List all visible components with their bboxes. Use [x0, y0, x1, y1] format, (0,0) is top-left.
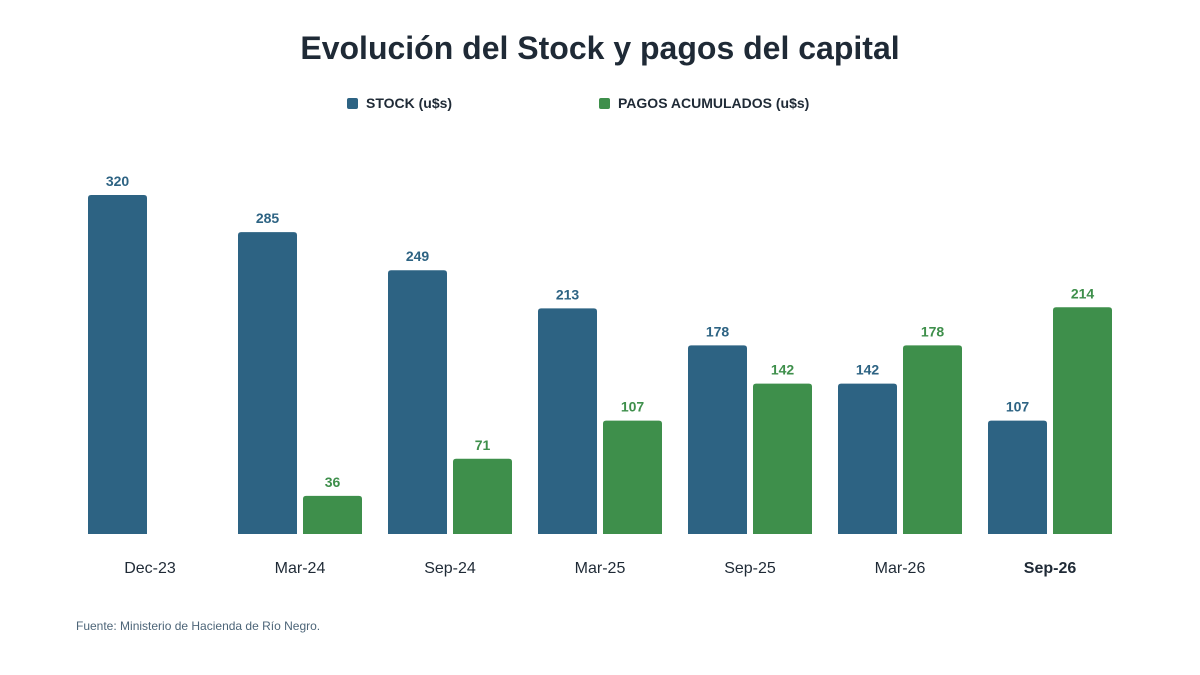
- bar-pagos-mar-24: [303, 495, 362, 534]
- bar-stock-mar-26: [838, 383, 897, 534]
- x-tick-label-dec-23: Dec-23: [124, 560, 176, 577]
- legend-label-pagos: PAGOS ACUMULADOS (u$s): [618, 95, 810, 111]
- data-label-stock-mar-25: 213: [556, 286, 580, 302]
- legend-swatch-pagos: [599, 97, 610, 109]
- source-note: Fuente: Ministerio de Hacienda de Río Ne…: [76, 619, 321, 633]
- bar-stock-mar-24: [238, 232, 297, 535]
- x-tick-label-mar-24: Mar-24: [275, 560, 326, 577]
- legend-item-pagos: PAGOS ACUMULADOS (u$s): [599, 95, 809, 111]
- bar-stock-sep-26: [988, 420, 1047, 534]
- data-label-pagos-sep-25: 142: [771, 362, 795, 378]
- chart-legend: STOCK (u$s) PAGOS ACUMULADOS (u$s): [0, 95, 1200, 115]
- bar-pagos-sep-24: [453, 458, 512, 534]
- data-label-stock-dec-23: 320: [106, 173, 130, 189]
- bar-pagos-sep-26: [1053, 307, 1112, 534]
- chart-title: Evolución del Stock y pagos del capital: [300, 30, 900, 66]
- data-label-pagos-mar-25: 107: [621, 399, 645, 415]
- data-label-pagos-sep-26: 214: [1071, 285, 1095, 301]
- x-tick-label-sep-26: Sep-26: [1024, 560, 1077, 577]
- data-label-pagos-mar-24: 36: [325, 474, 341, 490]
- bar-stock-sep-24: [388, 270, 447, 534]
- bar-stock-dec-23: [88, 194, 147, 534]
- x-tick-label-mar-25: Mar-25: [575, 560, 626, 577]
- x-tick-label-sep-24: Sep-24: [424, 560, 476, 577]
- data-label-pagos-sep-24: 71: [475, 437, 491, 453]
- data-label-stock-mar-24: 285: [256, 210, 280, 226]
- legend-label-stock: STOCK (u$s): [366, 95, 453, 111]
- data-label-stock-sep-25: 178: [706, 323, 730, 339]
- data-label-stock-sep-26: 107: [1006, 399, 1030, 415]
- bar-stock-sep-25: [688, 345, 747, 534]
- data-label-stock-mar-26: 142: [856, 362, 880, 378]
- bar-pagos-mar-25: [603, 420, 662, 534]
- data-label-pagos-mar-26: 178: [921, 323, 945, 339]
- x-tick-label-mar-26: Mar-26: [875, 560, 926, 577]
- bar-pagos-sep-25: [753, 383, 812, 534]
- x-tick-label-sep-25: Sep-25: [724, 560, 776, 577]
- legend-swatch-stock: [347, 97, 358, 109]
- data-label-stock-sep-24: 249: [406, 248, 430, 264]
- legend-item-stock: STOCK (u$s): [347, 95, 452, 111]
- bar-stock-mar-25: [538, 308, 597, 534]
- bar-pagos-mar-26: [903, 345, 962, 534]
